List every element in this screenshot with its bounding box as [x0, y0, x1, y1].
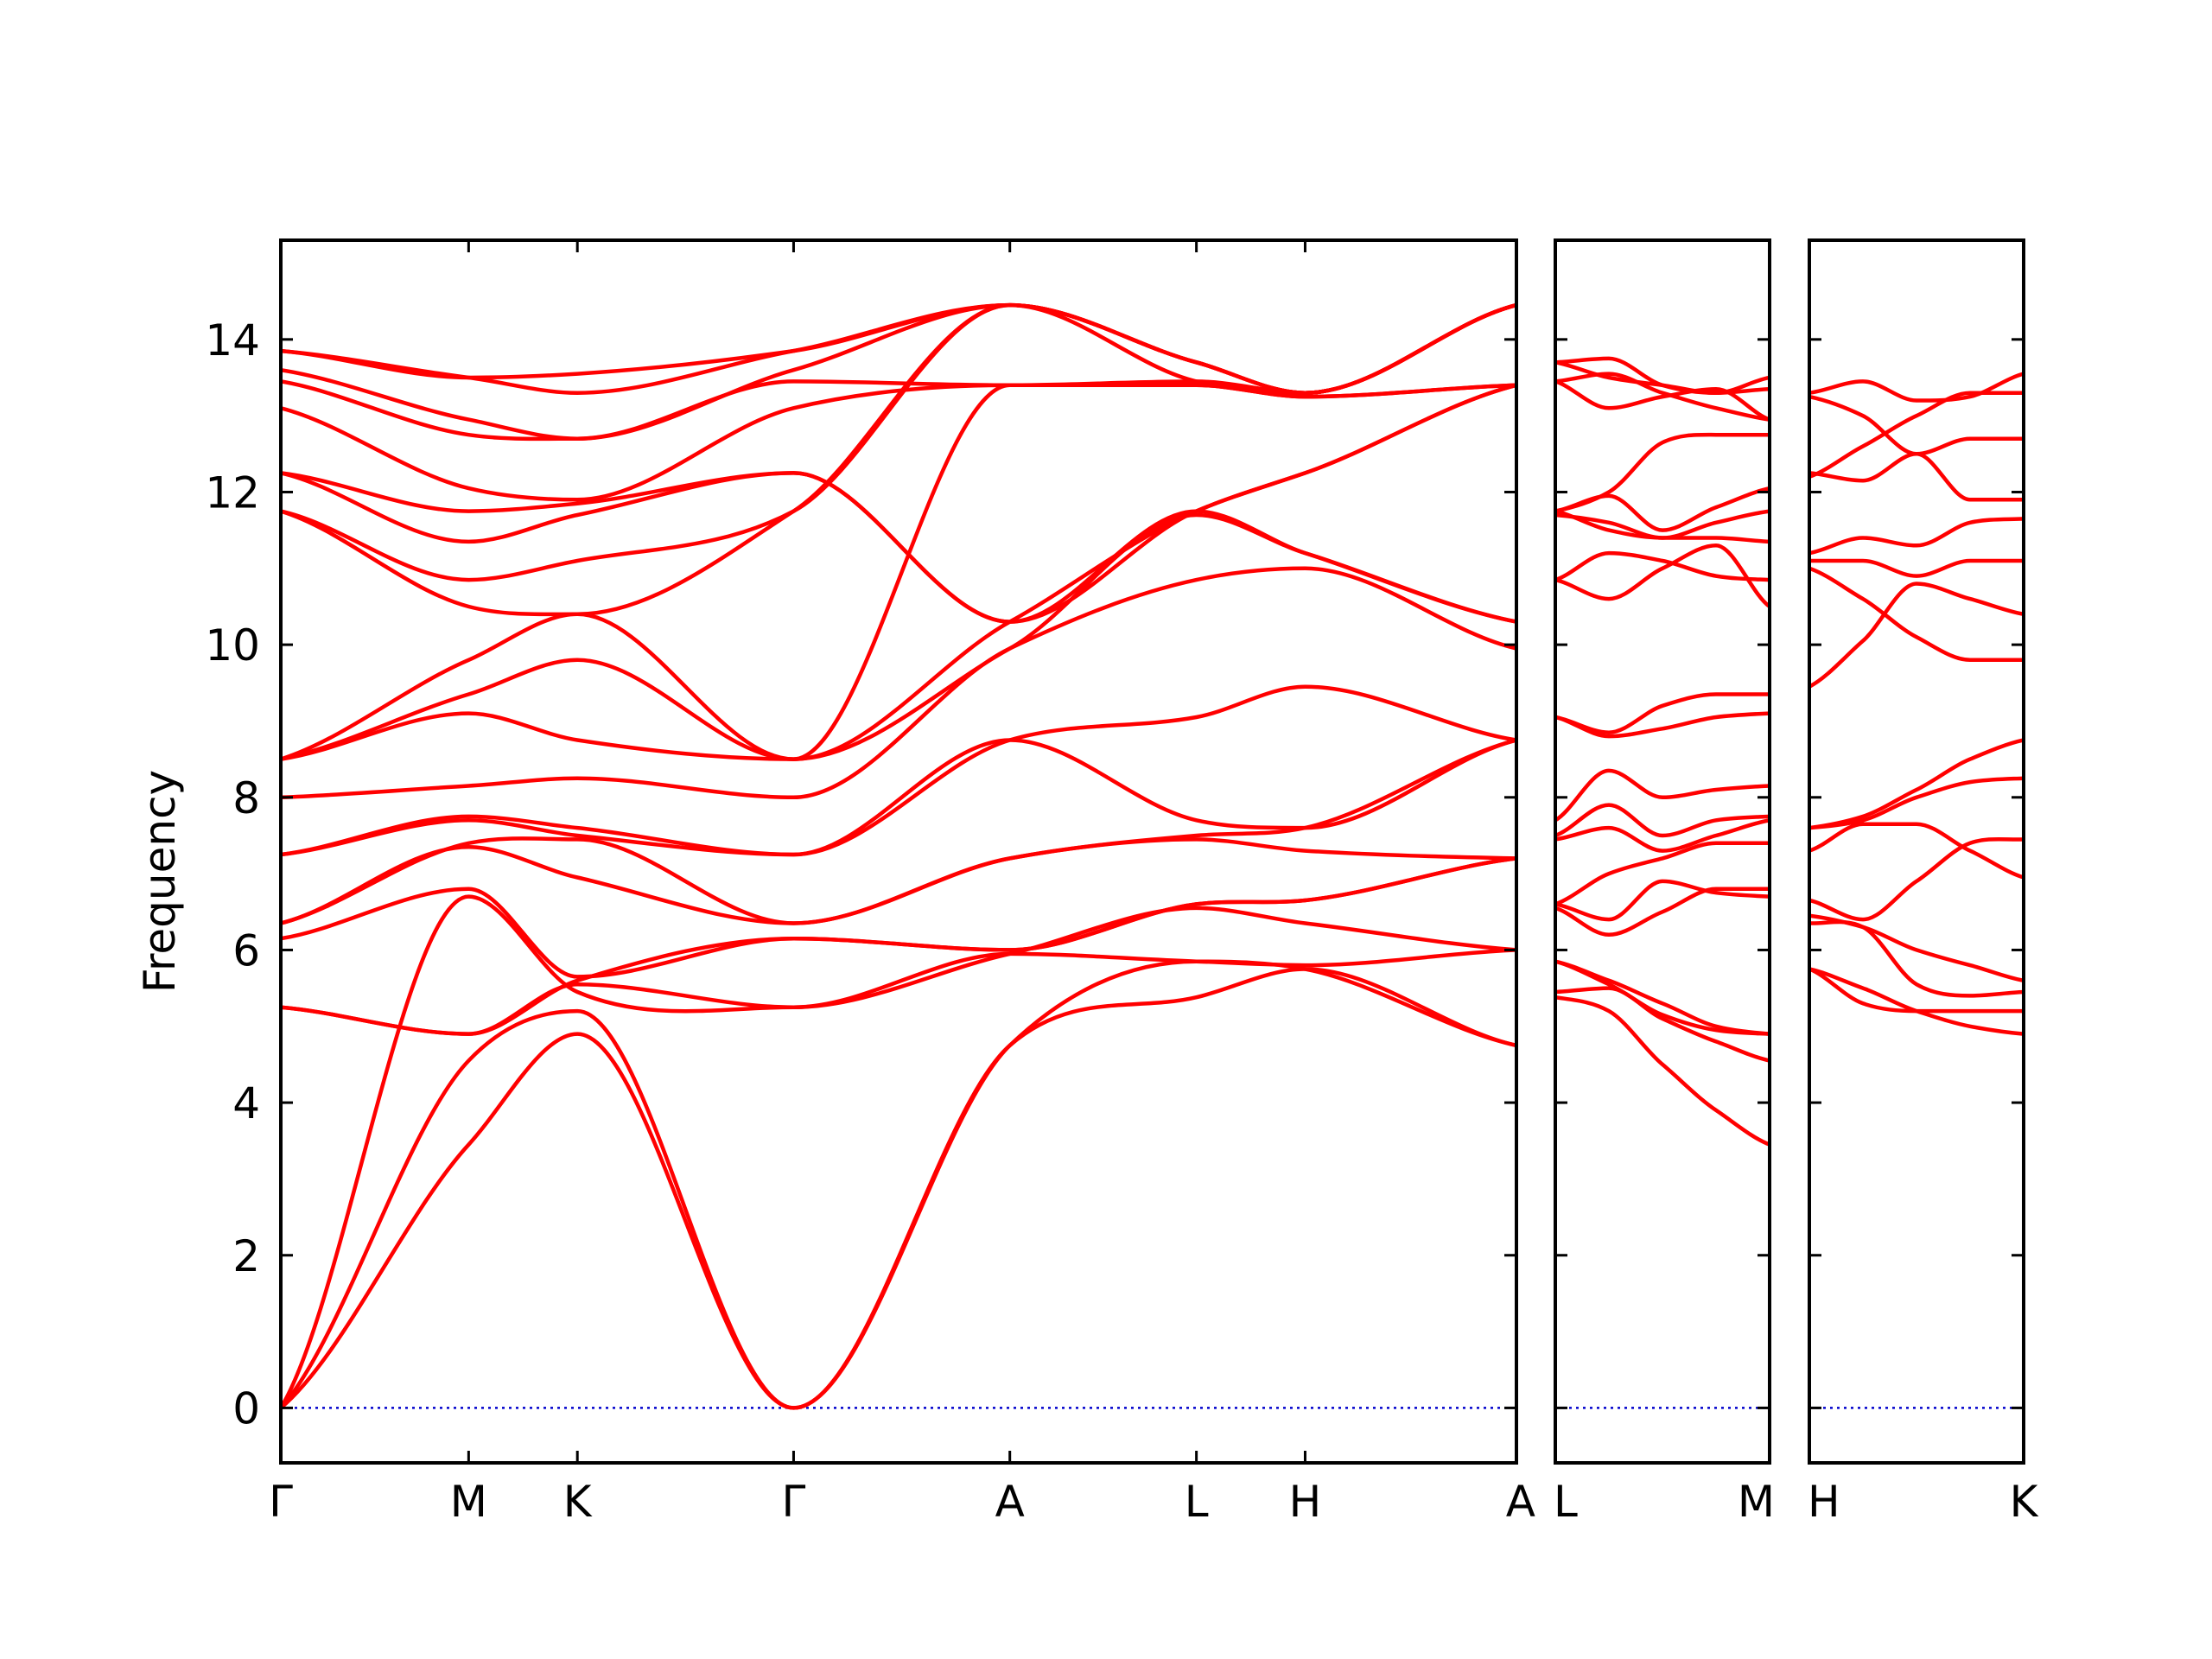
x-tick-label: K — [563, 1477, 593, 1527]
band-L-M-21 — [1555, 356, 1770, 395]
band-main-8 — [281, 738, 1516, 857]
band-main-11 — [281, 512, 1516, 761]
band-L-M-8 — [1555, 803, 1770, 838]
band-L-M-15 — [1555, 509, 1770, 544]
band-main-14 — [281, 302, 1516, 617]
band-H-K-11 — [1809, 517, 2024, 556]
band-H-K-15 — [1809, 372, 2024, 403]
band-main-1 — [281, 959, 1516, 1410]
y-tick-label: 4 — [232, 1078, 260, 1128]
band-L-M-3 — [1555, 959, 1770, 1036]
bands-L-M — [1555, 356, 1770, 1147]
band-H-K-6 — [1809, 776, 2024, 830]
band-main-9 — [281, 684, 1516, 857]
band-H-K-5 — [1809, 822, 2024, 880]
x-tick-label: M — [450, 1477, 487, 1527]
band-main-15 — [281, 302, 1516, 582]
y-axis-label: Frequency — [135, 770, 185, 993]
y-tick-label: 6 — [232, 925, 260, 976]
band-H-K-4 — [1809, 836, 2024, 922]
band-H-K-3 — [1809, 913, 2024, 983]
panel-main: 0 2 4 6 8 10 12 14 Γ M K Γ A L H A — [205, 238, 1535, 1527]
band-L-M-13 — [1555, 550, 1770, 582]
band-L-M-17 — [1555, 432, 1770, 513]
band-H-K-10 — [1809, 558, 2024, 578]
band-H-K-9 — [1809, 566, 2024, 663]
band-L-M-7 — [1555, 818, 1770, 853]
y-tick-label: 0 — [232, 1383, 260, 1433]
y-tick-label: 14 — [205, 315, 260, 365]
band-H-K-0 — [1809, 967, 2024, 1014]
band-L-M-4 — [1555, 887, 1770, 938]
band-L-M-5 — [1555, 879, 1770, 922]
x-tick-label: H — [1289, 1477, 1322, 1527]
band-main-22 — [281, 302, 1516, 395]
band-L-M-1 — [1555, 986, 1770, 1063]
y-tick-label: 10 — [205, 620, 260, 671]
band-H-K-7 — [1809, 738, 2024, 830]
band-main-16 — [281, 471, 1516, 624]
band-L-M-2 — [1555, 959, 1770, 1036]
x-tick-label: H — [1808, 1477, 1840, 1527]
band-L-M-6 — [1555, 841, 1770, 906]
band-L-M-18 — [1555, 379, 1770, 422]
y-tick-label: 8 — [232, 773, 260, 823]
band-H-K-8 — [1809, 582, 2024, 689]
band-L-M-11 — [1555, 692, 1770, 734]
x-tick-label: A — [995, 1477, 1025, 1527]
y-tick-label: 2 — [232, 1231, 260, 1281]
x-tick-label: M — [1738, 1477, 1775, 1527]
band-main-18 — [281, 383, 1516, 502]
y-tick-label: 12 — [205, 467, 260, 518]
x-tick-label: K — [2010, 1477, 2039, 1527]
x-tick-label: Γ — [782, 1477, 806, 1527]
band-L-M-9 — [1555, 768, 1770, 823]
plot-frame — [1808, 238, 2025, 1465]
bands-H-K — [1809, 372, 2024, 1036]
band-main-10 — [281, 566, 1516, 800]
x-tick-label: A — [1506, 1477, 1535, 1527]
band-H-K-1 — [1809, 967, 2024, 1036]
band-L-M-12 — [1555, 543, 1770, 609]
x-tick-label: L — [1185, 1477, 1209, 1527]
band-main-21 — [281, 302, 1516, 395]
band-H-K-14 — [1809, 394, 2024, 456]
x-tick-label: L — [1554, 1477, 1578, 1527]
band-H-K-2 — [1809, 919, 2024, 998]
plot-frame — [279, 238, 1518, 1465]
bands-main — [281, 302, 1516, 1410]
band-L-M-10 — [1555, 711, 1770, 739]
plot-frame — [1554, 238, 1771, 1465]
band-main-6 — [281, 837, 1516, 925]
x-tick-label: Γ — [269, 1477, 293, 1527]
band-main-4 — [281, 856, 1516, 1036]
band-main-5 — [281, 856, 1516, 979]
band-L-M-0 — [1555, 995, 1770, 1147]
band-main-17 — [281, 383, 1516, 624]
